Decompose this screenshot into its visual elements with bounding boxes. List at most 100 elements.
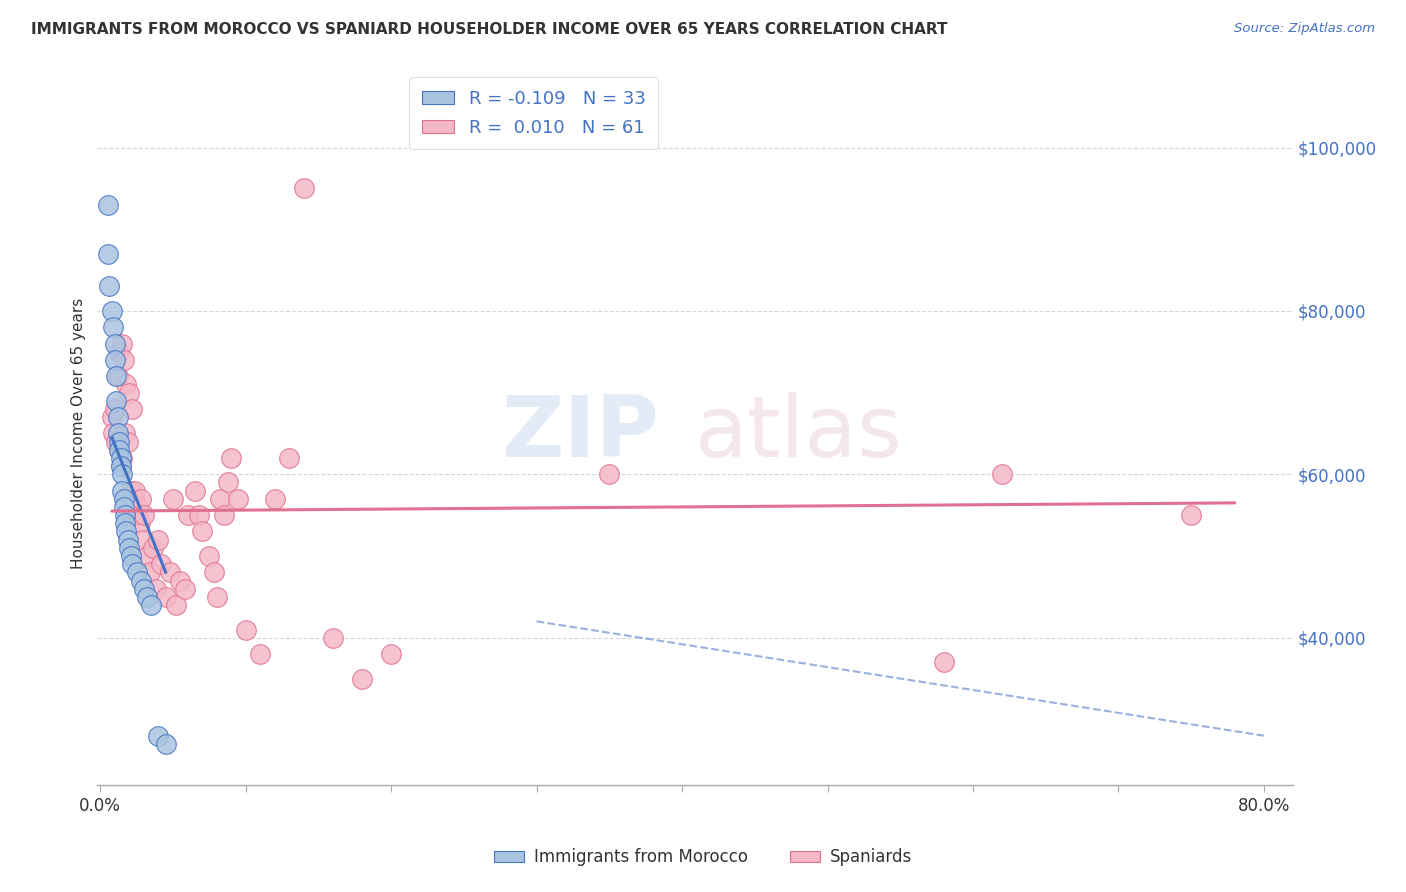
Point — [111, 450, 134, 465]
Point — [278, 450, 301, 465]
Point — [110, 459, 132, 474]
Point — [202, 566, 225, 580]
Point — [124, 483, 146, 498]
Point — [105, 434, 128, 449]
Point — [184, 483, 207, 498]
Point — [105, 393, 128, 408]
Point — [145, 582, 167, 596]
Point — [108, 344, 131, 359]
Point — [352, 672, 374, 686]
Point — [108, 442, 131, 457]
Point — [103, 320, 125, 334]
Point — [108, 434, 131, 449]
Point — [98, 279, 121, 293]
Point — [127, 500, 149, 514]
Point — [114, 426, 136, 441]
Point — [107, 426, 129, 441]
Point — [115, 377, 138, 392]
Legend: Immigrants from Morocco, Spaniards: Immigrants from Morocco, Spaniards — [488, 842, 918, 873]
Point — [107, 410, 129, 425]
Point — [117, 434, 139, 449]
Point — [112, 500, 135, 514]
Point — [125, 508, 148, 523]
Point — [322, 631, 344, 645]
Point — [110, 459, 132, 474]
Point — [212, 508, 235, 523]
Y-axis label: Householder Income Over 65 years: Householder Income Over 65 years — [72, 298, 86, 569]
Point — [205, 590, 228, 604]
Point — [111, 336, 134, 351]
Point — [148, 729, 170, 743]
Point — [104, 401, 127, 416]
Text: IMMIGRANTS FROM MOROCCO VS SPANIARD HOUSEHOLDER INCOME OVER 65 YEARS CORRELATION: IMMIGRANTS FROM MOROCCO VS SPANIARD HOUS… — [31, 22, 948, 37]
Point — [112, 491, 135, 506]
Point — [159, 566, 181, 580]
Point — [135, 590, 157, 604]
Point — [1180, 508, 1202, 523]
Point — [131, 533, 153, 547]
Point — [380, 647, 402, 661]
Point — [198, 549, 221, 563]
Point — [115, 524, 138, 539]
Point — [263, 491, 285, 506]
Point — [114, 508, 136, 523]
Point — [120, 549, 142, 563]
Point — [292, 181, 315, 195]
Point — [165, 598, 187, 612]
Point — [173, 582, 195, 596]
Point — [142, 541, 165, 555]
Point — [169, 574, 191, 588]
Text: ZIP: ZIP — [502, 392, 659, 475]
Point — [155, 737, 177, 751]
Point — [162, 491, 184, 506]
Point — [96, 246, 118, 260]
Point — [122, 491, 145, 506]
Point — [991, 467, 1014, 482]
Point — [188, 508, 211, 523]
Point — [155, 590, 177, 604]
Point — [176, 508, 198, 523]
Point — [125, 566, 148, 580]
Point — [104, 336, 127, 351]
Point — [120, 483, 142, 498]
Point — [128, 516, 150, 531]
Point — [118, 541, 141, 555]
Point — [121, 557, 143, 571]
Point — [117, 533, 139, 547]
Point — [129, 491, 152, 506]
Point — [598, 467, 620, 482]
Point — [114, 516, 136, 531]
Point — [129, 574, 152, 588]
Point — [105, 369, 128, 384]
Point — [108, 442, 131, 457]
Point — [141, 598, 163, 612]
Point — [249, 647, 271, 661]
Point — [932, 655, 955, 669]
Legend: R = -0.109   N = 33, R =  0.010   N = 61: R = -0.109 N = 33, R = 0.010 N = 61 — [409, 77, 658, 149]
Point — [104, 353, 127, 368]
Point — [228, 491, 250, 506]
Point — [112, 353, 135, 368]
Point — [101, 410, 124, 425]
Point — [219, 450, 242, 465]
Point — [138, 566, 160, 580]
Point — [101, 304, 124, 318]
Text: Source: ZipAtlas.com: Source: ZipAtlas.com — [1234, 22, 1375, 36]
Point — [191, 524, 214, 539]
Point — [111, 467, 134, 482]
Point — [121, 401, 143, 416]
Point — [132, 582, 155, 596]
Point — [208, 491, 231, 506]
Point — [107, 369, 129, 384]
Point — [96, 197, 118, 211]
Point — [103, 426, 125, 441]
Point — [111, 483, 134, 498]
Point — [150, 557, 173, 571]
Point — [148, 533, 170, 547]
Point — [235, 623, 257, 637]
Point — [217, 475, 239, 490]
Point — [132, 508, 155, 523]
Text: atlas: atlas — [695, 392, 903, 475]
Point — [118, 385, 141, 400]
Point — [110, 450, 132, 465]
